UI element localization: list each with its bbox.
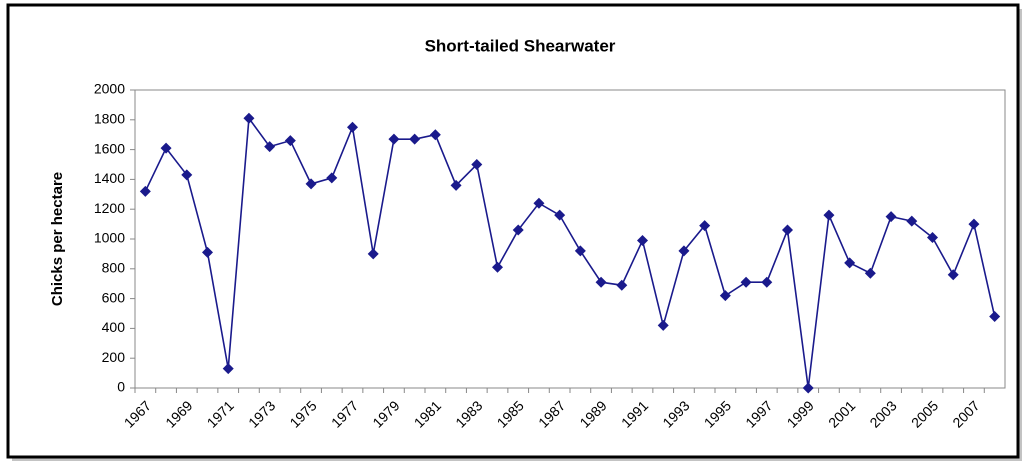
y-tick-label: 800 [102,260,126,276]
marker [512,224,524,236]
marker [243,112,255,124]
marker [429,129,441,141]
marker [305,178,317,190]
marker [782,224,793,236]
marker [968,218,980,230]
marker [719,290,731,302]
y-tick-label: 1000 [94,230,125,246]
marker [492,261,503,273]
y-tick-label: 1800 [94,111,125,127]
marker [202,246,213,258]
marker [823,209,835,221]
marker [761,276,773,288]
marker [554,209,566,221]
marker [699,220,711,232]
marker [222,363,234,375]
marker [989,310,1001,322]
marker [906,215,918,227]
marker [139,185,151,197]
marker [471,159,483,170]
marker [740,276,752,288]
marker [160,142,172,154]
marker [284,135,296,147]
marker [802,382,814,394]
marker [326,172,338,184]
marker [947,269,959,281]
marker [388,133,400,145]
marker [864,267,876,279]
frame [6,3,1020,459]
marker [574,245,586,257]
y-tick-label: 1600 [94,140,125,156]
marker [885,211,897,223]
marker [657,319,669,331]
y-axis-label: Chicks per hectare [49,172,66,306]
y-tick-label: 200 [102,349,126,365]
marker [450,179,462,191]
marker [637,234,648,246]
marker [533,197,545,209]
chart-title: Short-tailed Shearwater [425,36,616,55]
marker [616,279,628,291]
marker [678,245,690,257]
y-tick-label: 0 [117,379,125,395]
marker [264,141,276,153]
marker [927,232,938,244]
marker [844,257,856,269]
marker [181,169,193,181]
marker [595,276,607,288]
y-tick-label: 2000 [94,81,125,97]
marker [347,121,358,133]
y-tick-label: 600 [102,289,126,305]
marker [367,248,379,260]
y-tick-label: 400 [102,319,126,335]
marker [409,133,421,145]
y-tick-label: 1400 [94,170,125,186]
y-tick-label: 1200 [94,200,125,216]
